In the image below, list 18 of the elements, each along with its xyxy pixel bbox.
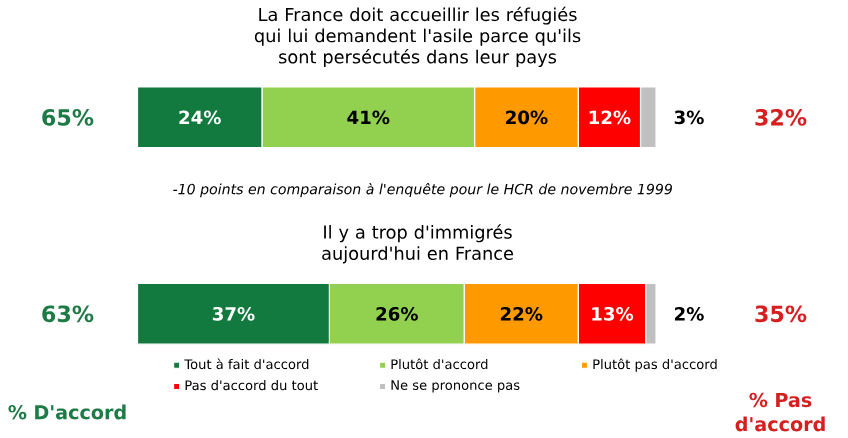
data-label: 2% xyxy=(674,306,704,321)
data-label: 26% xyxy=(376,306,418,321)
data-label: 3% xyxy=(674,110,704,125)
data-label: 37% xyxy=(212,306,255,321)
data-label: 13% xyxy=(592,306,634,321)
text: 63% xyxy=(42,305,94,323)
y-tick-label: Il y a trop d'immigrés aujourd'hui en France xyxy=(322,224,514,264)
data-label: 24% xyxy=(179,110,221,125)
data-label: 41% xyxy=(347,110,390,125)
text: 35% xyxy=(755,305,807,323)
data-label: 12% xyxy=(589,110,631,125)
text: 32% xyxy=(755,108,807,126)
y-tick-label: La France doit accueillir les réfugiés qui lui demandent l'asile parce qu'ils sont persécutés dans leur pays xyxy=(254,6,581,67)
data-label: 22% xyxy=(500,306,543,321)
data-label: 20% xyxy=(506,110,548,125)
text: % Pas d'accord xyxy=(735,392,825,432)
text: 65% xyxy=(42,108,94,126)
text: % D'accord xyxy=(8,404,126,420)
